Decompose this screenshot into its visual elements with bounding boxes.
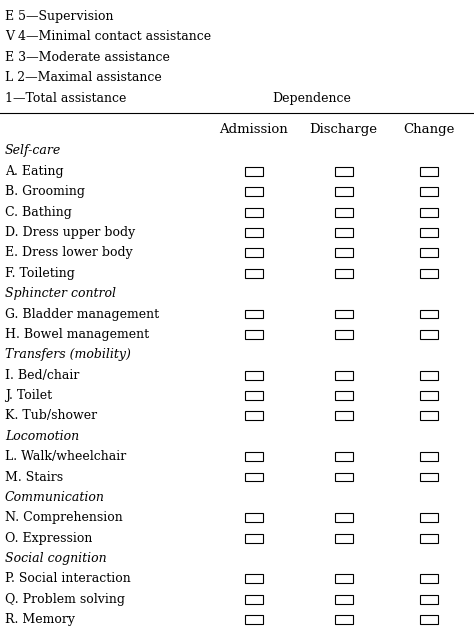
Text: L. Walk/wheelchair: L. Walk/wheelchair (5, 450, 126, 463)
Text: I. Bed/chair: I. Bed/chair (5, 368, 79, 382)
FancyBboxPatch shape (335, 615, 353, 624)
Text: H. Bowel management: H. Bowel management (5, 328, 149, 341)
FancyBboxPatch shape (335, 248, 353, 257)
Text: E. Dress lower body: E. Dress lower body (5, 246, 133, 260)
Text: Q. Problem solving: Q. Problem solving (5, 592, 125, 606)
FancyBboxPatch shape (335, 595, 353, 604)
FancyBboxPatch shape (245, 269, 263, 278)
FancyBboxPatch shape (420, 615, 438, 624)
FancyBboxPatch shape (420, 575, 438, 584)
FancyBboxPatch shape (420, 187, 438, 196)
FancyBboxPatch shape (335, 575, 353, 584)
FancyBboxPatch shape (420, 391, 438, 400)
FancyBboxPatch shape (420, 473, 438, 482)
FancyBboxPatch shape (245, 513, 263, 522)
FancyBboxPatch shape (335, 330, 353, 339)
FancyBboxPatch shape (245, 187, 263, 196)
Text: Social cognition: Social cognition (5, 552, 106, 565)
Text: Admission: Admission (219, 123, 288, 135)
FancyBboxPatch shape (420, 411, 438, 420)
Text: P. Social interaction: P. Social interaction (5, 572, 130, 586)
FancyBboxPatch shape (245, 575, 263, 584)
Text: Dependence: Dependence (273, 92, 351, 104)
FancyBboxPatch shape (420, 208, 438, 216)
FancyBboxPatch shape (245, 391, 263, 400)
FancyBboxPatch shape (335, 411, 353, 420)
FancyBboxPatch shape (245, 208, 263, 216)
FancyBboxPatch shape (245, 228, 263, 237)
Text: 1—Total assistance: 1—Total assistance (5, 92, 126, 104)
Text: N. Comprehension: N. Comprehension (5, 511, 122, 524)
Text: C. Bathing: C. Bathing (5, 206, 72, 218)
FancyBboxPatch shape (245, 473, 263, 482)
FancyBboxPatch shape (335, 167, 353, 176)
FancyBboxPatch shape (335, 371, 353, 380)
Text: O. Expression: O. Expression (5, 532, 92, 544)
FancyBboxPatch shape (420, 371, 438, 380)
Text: B. Grooming: B. Grooming (5, 185, 85, 198)
FancyBboxPatch shape (245, 534, 263, 542)
FancyBboxPatch shape (420, 228, 438, 237)
FancyBboxPatch shape (335, 513, 353, 522)
Text: F. Toileting: F. Toileting (5, 266, 74, 280)
FancyBboxPatch shape (335, 208, 353, 216)
FancyBboxPatch shape (245, 310, 263, 318)
FancyBboxPatch shape (335, 534, 353, 542)
FancyBboxPatch shape (420, 330, 438, 339)
FancyBboxPatch shape (335, 391, 353, 400)
Text: Self-care: Self-care (5, 144, 61, 158)
FancyBboxPatch shape (245, 452, 263, 461)
Text: E 5—Supervision: E 5—Supervision (5, 10, 113, 23)
Text: Transfers (mobility): Transfers (mobility) (5, 348, 131, 361)
FancyBboxPatch shape (335, 310, 353, 318)
FancyBboxPatch shape (335, 473, 353, 482)
FancyBboxPatch shape (245, 615, 263, 624)
FancyBboxPatch shape (335, 228, 353, 237)
FancyBboxPatch shape (245, 411, 263, 420)
Text: A. Eating: A. Eating (5, 165, 64, 178)
Text: Communication: Communication (5, 491, 105, 504)
FancyBboxPatch shape (420, 534, 438, 542)
FancyBboxPatch shape (245, 167, 263, 176)
FancyBboxPatch shape (245, 330, 263, 339)
FancyBboxPatch shape (420, 248, 438, 257)
Text: Discharge: Discharge (310, 123, 378, 135)
Text: E 3—Moderate assistance: E 3—Moderate assistance (5, 51, 170, 64)
Text: J. Toilet: J. Toilet (5, 389, 52, 402)
Text: M. Stairs: M. Stairs (5, 470, 63, 484)
Text: Sphincter control: Sphincter control (5, 287, 116, 300)
Text: G. Bladder management: G. Bladder management (5, 308, 159, 320)
Text: R. Memory: R. Memory (5, 613, 75, 626)
FancyBboxPatch shape (420, 269, 438, 278)
FancyBboxPatch shape (245, 595, 263, 604)
FancyBboxPatch shape (245, 371, 263, 380)
FancyBboxPatch shape (335, 187, 353, 196)
Text: Locomotion: Locomotion (5, 430, 79, 442)
FancyBboxPatch shape (420, 513, 438, 522)
FancyBboxPatch shape (245, 248, 263, 257)
FancyBboxPatch shape (335, 269, 353, 278)
FancyBboxPatch shape (420, 310, 438, 318)
Text: K. Tub/shower: K. Tub/shower (5, 410, 97, 422)
FancyBboxPatch shape (420, 167, 438, 176)
Text: L 2—Maximal assistance: L 2—Maximal assistance (5, 71, 162, 84)
FancyBboxPatch shape (420, 452, 438, 461)
Text: V 4—Minimal contact assistance: V 4—Minimal contact assistance (5, 30, 211, 44)
FancyBboxPatch shape (420, 595, 438, 604)
Text: D. Dress upper body: D. Dress upper body (5, 226, 135, 239)
Text: Change: Change (403, 123, 455, 135)
FancyBboxPatch shape (335, 452, 353, 461)
